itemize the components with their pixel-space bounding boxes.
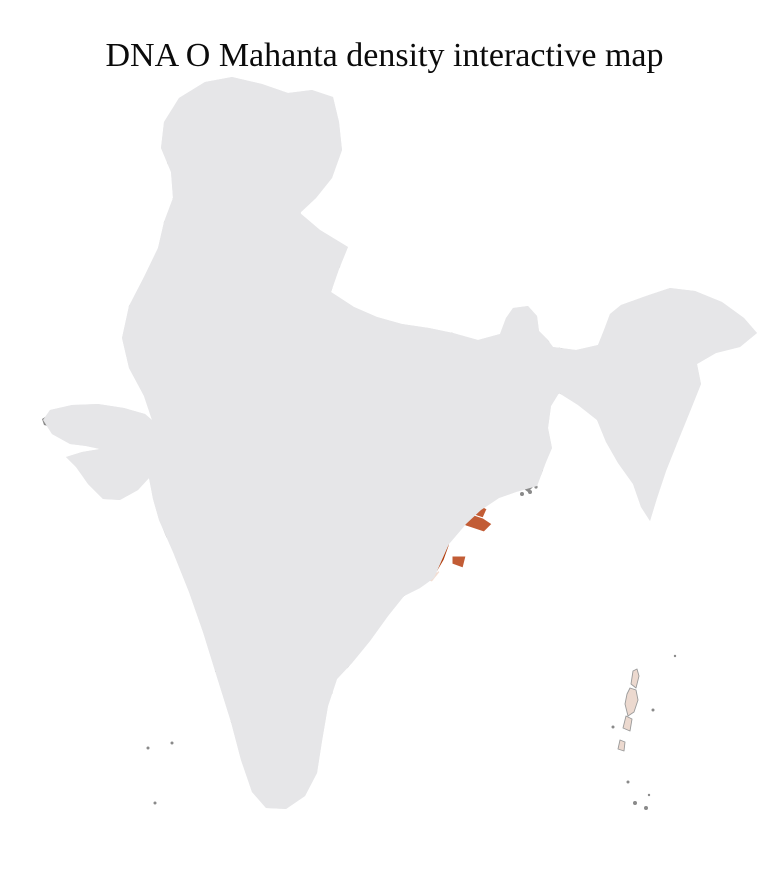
delta-islet [520,492,524,496]
outlying-islets [611,654,677,810]
map-title: DNA O Mahanta density interactive map [105,36,664,74]
lakshadweep-islands [146,741,174,805]
national-boundary [42,76,758,810]
delta-islet [528,490,532,494]
andaman-islands[interactable] [617,668,640,752]
district-medium[interactable] [451,555,467,569]
